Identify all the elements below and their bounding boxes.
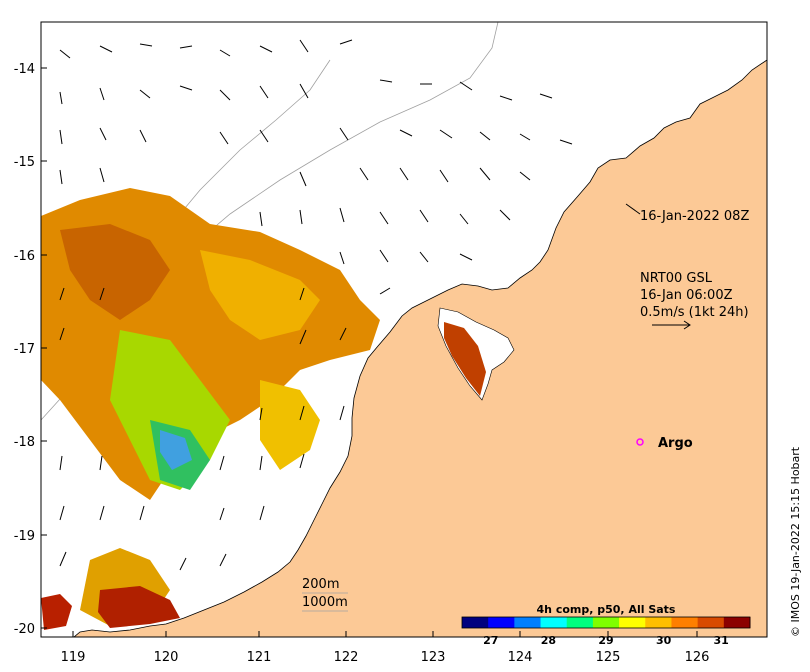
current-scale-label: 0.5m/s (1kt 24h): [640, 305, 749, 320]
colorbar-segment: [462, 617, 489, 628]
colorbar-frame: [461, 616, 751, 629]
colorbar-segment: [488, 617, 515, 628]
image-time-pointer: [625, 203, 641, 215]
current-source-label: NRT00 GSL: [640, 271, 713, 286]
colorbar-tick-label: 29: [598, 634, 613, 647]
lon-tick-label: 119: [61, 650, 86, 665]
colorbar-segment: [619, 617, 646, 628]
lon-tick-label: 124: [508, 650, 533, 665]
plot-frame: [40, 21, 768, 638]
lat-tick-label: -17: [14, 342, 35, 357]
colorbar-tick-label: 30: [656, 634, 672, 647]
colorbar-segment: [723, 617, 751, 628]
lon-tick-label: 120: [154, 650, 179, 665]
colorbar-segment: [514, 617, 542, 628]
lon-tick-label: 121: [247, 650, 272, 665]
image-time-label: 16-Jan-2022 08Z: [640, 209, 749, 224]
lon-tick-label: 123: [421, 650, 446, 665]
colorbar: [461, 616, 751, 629]
sst-field: [41, 188, 486, 630]
lon-tick-label: 125: [596, 650, 621, 665]
colorbar-segment: [697, 617, 725, 628]
lat-tick-label: -14: [14, 62, 35, 77]
colorbar-segment: [592, 617, 620, 628]
colorbar-tick-label: 28: [541, 634, 556, 647]
longitude-axis: 119 120 121 122 123 124 125 126: [61, 631, 710, 665]
argo-float-marker: [636, 438, 644, 446]
credit-text: © IMOS 19-Jan-2022 15:15 Hobart: [789, 446, 802, 637]
latitude-axis: -14 -15 -16 -17 -18 -19 -20: [14, 62, 47, 637]
lat-tick-label: -19: [14, 529, 35, 544]
lat-tick-label: -15: [14, 155, 35, 170]
lat-tick-label: -20: [14, 622, 35, 637]
colorbar-title: 4h comp, p50, All Sats: [537, 603, 676, 616]
lat-tick-label: -16: [14, 249, 35, 264]
lon-tick-label: 126: [685, 650, 710, 665]
argo-label: Argo: [658, 436, 693, 451]
current-scale-arrow: [652, 320, 691, 330]
lon-tick-label: 122: [334, 650, 359, 665]
land-mass: [72, 59, 768, 638]
colorbar-tick-label: 31: [714, 634, 729, 647]
current-time-label: 16-Jan 06:00Z: [640, 288, 733, 303]
colorbar-segment: [566, 617, 594, 628]
lat-tick-label: -18: [14, 435, 35, 450]
isobath-1000-label: 1000m: [302, 595, 348, 610]
current-vectors: [59, 39, 573, 571]
colorbar-segment: [540, 617, 568, 628]
colorbar-segment: [645, 617, 672, 628]
colorbar-tick-label: 27: [483, 634, 498, 647]
isobath-200-label: 200m: [302, 577, 339, 592]
colorbar-segment: [671, 617, 699, 628]
